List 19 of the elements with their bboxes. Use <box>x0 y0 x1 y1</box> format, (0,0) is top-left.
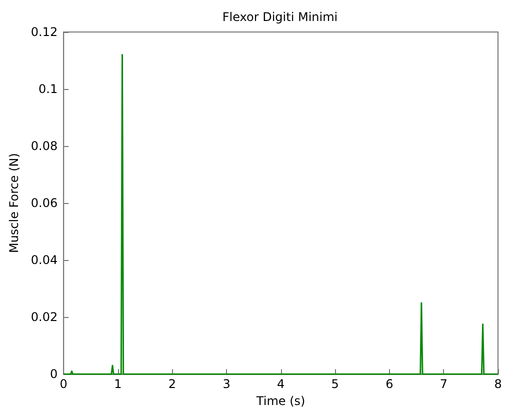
y-tick-label: 0.04 <box>30 253 58 268</box>
y-tick-label: 0 <box>50 367 58 382</box>
x-tick-label: 1 <box>114 377 122 392</box>
chart-title: Flexor Digiti Minimi <box>222 10 338 24</box>
x-tick-label: 7 <box>440 377 448 392</box>
y-tick-label: 0.1 <box>38 82 58 96</box>
y-tick-label: 0.02 <box>30 310 58 324</box>
x-tick-label: 3 <box>222 377 230 392</box>
x-tick-label: 4 <box>276 377 285 392</box>
x-tick-label: 8 <box>494 377 502 392</box>
y-tick-label: 0.12 <box>30 25 58 39</box>
y-tick-label: 0.06 <box>30 196 58 210</box>
x-tick-label: 6 <box>386 377 394 392</box>
x-tick-label: 0 <box>60 377 68 392</box>
x-axis-title: Time (s) <box>255 394 306 408</box>
y-tick-label: 0.08 <box>30 139 58 154</box>
y-axis-title: Muscle Force (N) <box>7 153 21 254</box>
x-tick-label: 5 <box>331 377 339 392</box>
x-tick-label: 2 <box>168 377 176 392</box>
